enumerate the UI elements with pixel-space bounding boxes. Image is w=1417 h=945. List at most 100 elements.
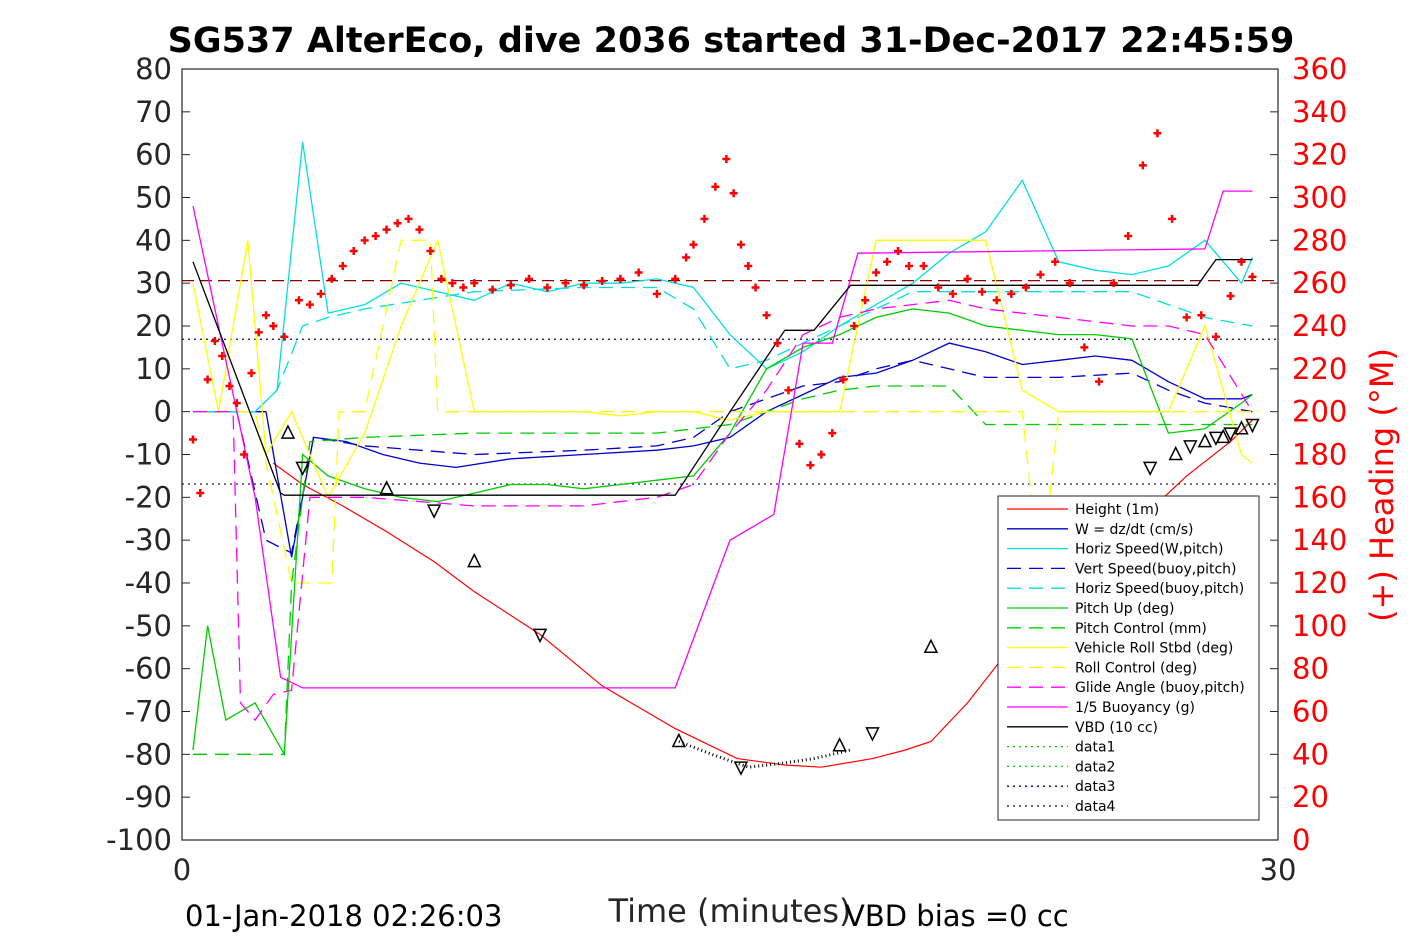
heading-marker [948,289,957,298]
heading-marker [872,268,881,277]
series-line [193,239,1253,584]
overlay-dotted-line [678,740,851,769]
heading-marker [1065,279,1074,288]
heading-marker [682,253,691,262]
legend-entry: W = dz/dt (cm/s) [1075,522,1194,538]
heading-marker [992,296,1001,305]
heading-marker [1226,292,1235,301]
heading-marker [415,225,424,234]
heading-marker [1051,257,1060,266]
heading-marker [459,283,468,292]
heading-marker [1124,232,1133,241]
legend-entry: Vert Speed(buoy,pitch) [1075,561,1237,577]
heading-marker [828,429,837,438]
legend-entry: data4 [1075,799,1116,815]
triangle-marker [1168,445,1183,461]
heading-marker [426,247,435,256]
y-tick-label-left: -60 [125,652,172,686]
y-tick-label-left: 40 [135,223,172,257]
heading-marker [762,311,771,320]
heading-marker [861,296,870,305]
heading-marker [349,247,358,256]
series-line [193,299,1253,722]
y-tick-label-right: 100 [1292,609,1347,643]
heading-marker [722,154,731,163]
heading-marker [1182,313,1191,322]
series-lines [192,141,1253,769]
triangle-marker [1183,440,1198,455]
heading-marker [1080,343,1089,352]
y-tick-label-left: -50 [125,609,172,643]
heading-marker [736,240,745,249]
heading-marker [269,322,278,330]
heading-marker [894,247,903,256]
legend-entry: VBD (10 cc) [1075,720,1158,736]
heading-marker [294,296,303,305]
heading-marker [316,289,325,298]
y-tick-label-right: 80 [1292,652,1329,686]
heading-marker [729,189,738,198]
heading-marker [382,225,391,234]
heading-marker [254,328,263,337]
heading-marker [327,274,336,283]
heading-marker [963,274,972,283]
y-tick-label-right: 240 [1292,309,1347,343]
y-tick-label-right: 60 [1292,695,1329,729]
y-tick-label-left: -20 [125,480,172,514]
heading-marker [634,268,643,277]
y-tick-label-right: 260 [1292,266,1347,300]
y-tick-label-left: 70 [135,95,172,129]
triangle-marker [467,552,482,568]
heading-marker [371,232,380,241]
heading-marker [305,300,314,309]
legend-entry: data1 [1075,740,1115,756]
heading-marker [817,450,826,459]
y-tick-label-left: -90 [125,780,172,814]
heading-marker [393,219,402,228]
triangle-marker [923,638,939,653]
y-axis-right: 3603403203002802602402202001801601401201… [1270,52,1347,857]
x-tick-label: 0 [173,853,191,887]
heading-marker [711,182,720,191]
y-tick-label-right: 120 [1292,566,1347,600]
y-tick-label-right: 320 [1292,138,1347,172]
heading-marker [203,375,212,384]
triangle-marker [1223,427,1238,442]
heading-marker [262,311,271,320]
triangle-marker [733,761,749,776]
triangle-marker [1245,418,1260,434]
y-tick-label-left: 10 [135,352,172,386]
y-tick-label-right: 340 [1292,95,1347,129]
y-tick-label-left: -80 [125,737,172,771]
heading-marker [1007,289,1016,298]
y-tick-label-right: 220 [1292,352,1347,386]
triangle-marker [832,737,847,752]
heading-marker [598,277,607,286]
heading-marker [839,375,848,384]
y-tick-label-left: 20 [135,309,172,343]
y-tick-label-left: -10 [125,438,172,472]
legend-box [997,495,1260,821]
y-axis-right-label: (+) Heading (°M) [1363,348,1401,622]
heading-marker [751,283,760,292]
triangle-marker [671,732,687,748]
legend-entry: Glide Angle (buoy,pitch) [1075,680,1245,696]
triangle-marker [1142,461,1158,477]
triangle-marker [1197,432,1213,448]
y-tick-label-left: -100 [106,823,172,857]
legend-entry: Roll Control (deg) [1075,660,1197,676]
heading-marker [448,279,457,288]
heading-marker [850,322,859,330]
legend-entry: Vehicle Roll Stbd (deg) [1075,641,1233,657]
heading-marker [905,262,914,271]
heading-marker [506,281,515,290]
heading-marker [689,240,698,249]
y-tick-label-left: -70 [125,695,172,729]
series-line [192,308,1253,757]
legend-entry: Height (1m) [1075,502,1159,518]
y-tick-label-right: 0 [1292,823,1310,857]
footer-vbd-bias: VBD bias =0 cc [845,899,1069,933]
heading-marker [247,369,256,378]
y-tick-label-left: 60 [135,138,172,172]
heading-marker [1168,214,1177,223]
